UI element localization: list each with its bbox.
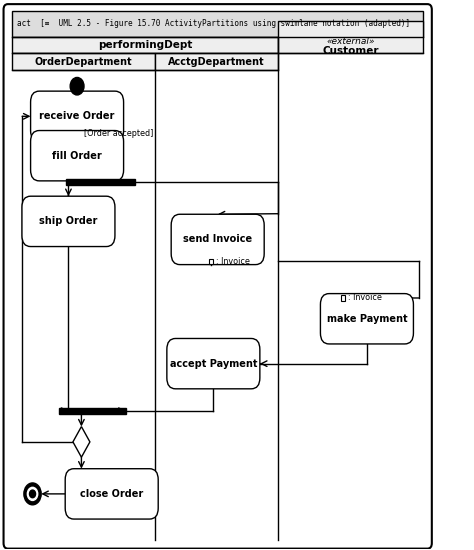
FancyBboxPatch shape (3, 4, 432, 548)
FancyBboxPatch shape (171, 214, 264, 265)
Text: Customer: Customer (322, 46, 379, 56)
Circle shape (27, 487, 38, 500)
Text: make Payment: make Payment (327, 314, 407, 324)
Bar (278, 20, 423, 53)
Circle shape (24, 483, 41, 505)
Bar (59, 408, 126, 414)
Bar (155, 53, 278, 70)
Circle shape (70, 78, 84, 95)
FancyBboxPatch shape (320, 294, 413, 344)
Polygon shape (73, 427, 90, 457)
Circle shape (29, 490, 36, 498)
Bar (12, 37, 278, 53)
Text: close Order: close Order (80, 489, 143, 499)
FancyBboxPatch shape (22, 196, 115, 246)
Text: accept Payment: accept Payment (170, 359, 257, 369)
Text: [Order accepted]: [Order accepted] (83, 129, 153, 138)
Bar (12, 53, 155, 70)
Text: AcctgDepartment: AcctgDepartment (168, 57, 265, 67)
Bar (341, 295, 345, 301)
Text: send Invoice: send Invoice (183, 234, 252, 244)
Text: receive Order: receive Order (39, 111, 115, 122)
FancyBboxPatch shape (31, 130, 124, 181)
Text: performingDept: performingDept (98, 40, 192, 50)
Text: ship Order: ship Order (39, 216, 98, 227)
Text: «external»: «external» (327, 37, 375, 46)
FancyBboxPatch shape (31, 91, 124, 141)
Text: act  [≡  UML 2.5 - Figure 15.70 ActivityPartitions using swimlane notation (adap: act [≡ UML 2.5 - Figure 15.70 ActivityPa… (17, 19, 410, 28)
Bar (12, 10, 423, 37)
Bar (66, 179, 136, 185)
FancyBboxPatch shape (65, 469, 158, 519)
Text: fill Order: fill Order (52, 151, 102, 161)
Text: : Invoice: : Invoice (348, 294, 382, 302)
Bar (209, 258, 213, 264)
Text: : Invoice: : Invoice (216, 257, 249, 266)
FancyBboxPatch shape (167, 338, 260, 389)
Text: OrderDepartment: OrderDepartment (35, 57, 132, 67)
